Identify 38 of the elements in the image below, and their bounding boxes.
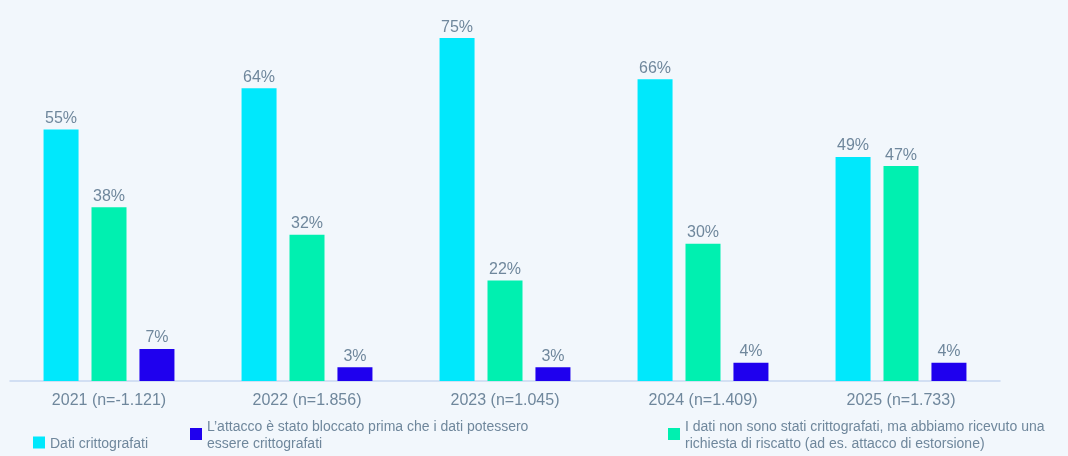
bar xyxy=(439,38,475,381)
bar xyxy=(289,234,325,381)
bar xyxy=(883,166,919,381)
data-label: 3% xyxy=(541,346,565,364)
bar xyxy=(535,367,571,381)
x-tick-label: 2024 (n=1.409) xyxy=(648,390,758,408)
bar xyxy=(835,156,871,381)
bar xyxy=(685,243,721,381)
bar xyxy=(733,362,769,381)
legend-label: L’attacco è stato bloccato prima che i dati potessero essere crittografati xyxy=(207,417,533,451)
bar xyxy=(43,129,79,381)
bar xyxy=(487,280,523,381)
data-label: 49% xyxy=(837,136,870,154)
data-label: 30% xyxy=(686,223,720,241)
legend-label: I dati non sono stati crittografati, ma abbiamo ricevuto una richiesta di riscatto (ad es. attacco di estorsione) xyxy=(685,417,1049,451)
bar xyxy=(637,79,673,381)
x-tick-label: 2023 (n=1.045) xyxy=(450,390,560,408)
data-label: 66% xyxy=(639,58,672,76)
bar xyxy=(337,367,373,381)
data-label: 4% xyxy=(739,342,763,360)
x-tick-label: 2025 (n=1.733) xyxy=(846,390,956,408)
bar xyxy=(931,362,967,381)
bar xyxy=(139,348,175,381)
data-label: 55% xyxy=(45,108,78,126)
data-label: 64% xyxy=(243,67,276,85)
bar xyxy=(241,88,277,381)
data-label: 22% xyxy=(488,259,522,277)
data-label: 4% xyxy=(937,342,961,360)
legend-label: Dati crittografati xyxy=(50,434,149,451)
x-tick-label: 2022 (n=1.856) xyxy=(252,390,362,408)
data-label: 7% xyxy=(145,328,169,346)
data-label: 38% xyxy=(92,186,126,204)
data-label: 32% xyxy=(290,214,324,232)
x-tick-label: 2021 (n=-1.121) xyxy=(51,390,167,408)
data-label: 3% xyxy=(343,346,367,364)
data-label: 47% xyxy=(884,145,918,163)
bar xyxy=(91,207,127,381)
data-label: 75% xyxy=(441,17,474,35)
